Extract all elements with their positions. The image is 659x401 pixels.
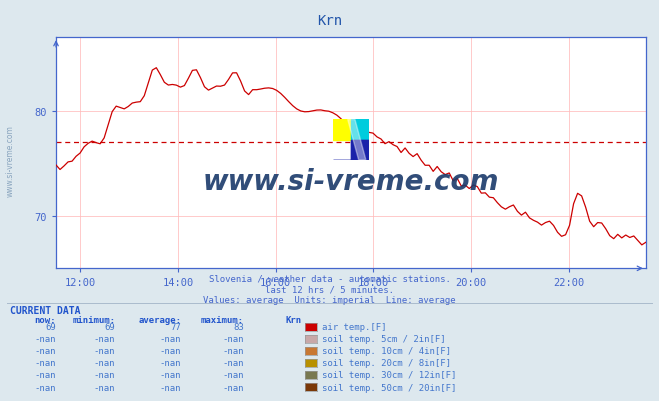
Text: -nan: -nan <box>159 371 181 379</box>
Text: soil temp. 10cm / 4in[F]: soil temp. 10cm / 4in[F] <box>322 346 451 355</box>
Text: -nan: -nan <box>159 383 181 391</box>
Text: -nan: -nan <box>222 358 244 367</box>
Text: -nan: -nan <box>159 346 181 355</box>
Text: -nan: -nan <box>222 346 244 355</box>
Polygon shape <box>348 120 366 160</box>
Text: -nan: -nan <box>34 383 56 391</box>
Text: now:: now: <box>34 315 56 324</box>
Text: -nan: -nan <box>34 334 56 343</box>
Text: -nan: -nan <box>94 346 115 355</box>
Text: -nan: -nan <box>94 371 115 379</box>
Text: soil temp. 30cm / 12in[F]: soil temp. 30cm / 12in[F] <box>322 371 457 379</box>
Text: 83: 83 <box>233 322 244 331</box>
Text: 69: 69 <box>105 322 115 331</box>
Text: Krn: Krn <box>317 14 342 28</box>
Polygon shape <box>333 120 351 140</box>
Text: CURRENT DATA: CURRENT DATA <box>10 306 80 316</box>
Text: soil temp. 50cm / 20in[F]: soil temp. 50cm / 20in[F] <box>322 383 457 391</box>
Text: www.si-vreme.com: www.si-vreme.com <box>203 167 499 195</box>
Text: -nan: -nan <box>34 358 56 367</box>
Text: last 12 hrs / 5 minutes.: last 12 hrs / 5 minutes. <box>265 285 394 294</box>
Text: 69: 69 <box>45 322 56 331</box>
Polygon shape <box>351 140 370 160</box>
Polygon shape <box>333 140 370 160</box>
Text: Slovenia / weather data - automatic stations.: Slovenia / weather data - automatic stat… <box>208 274 451 283</box>
Text: -nan: -nan <box>159 334 181 343</box>
Text: minimum:: minimum: <box>72 315 115 324</box>
Text: -nan: -nan <box>94 358 115 367</box>
Text: -nan: -nan <box>34 371 56 379</box>
Text: air temp.[F]: air temp.[F] <box>322 322 387 331</box>
Text: soil temp. 20cm / 8in[F]: soil temp. 20cm / 8in[F] <box>322 358 451 367</box>
Text: Values: average  Units: imperial  Line: average: Values: average Units: imperial Line: av… <box>203 295 456 304</box>
Text: Krn: Krn <box>286 315 302 324</box>
Text: -nan: -nan <box>222 334 244 343</box>
Text: -nan: -nan <box>222 383 244 391</box>
Polygon shape <box>351 120 370 140</box>
Text: soil temp. 5cm / 2in[F]: soil temp. 5cm / 2in[F] <box>322 334 446 343</box>
Text: -nan: -nan <box>222 371 244 379</box>
Text: www.si-vreme.com: www.si-vreme.com <box>5 125 14 196</box>
Text: 77: 77 <box>171 322 181 331</box>
Text: -nan: -nan <box>94 383 115 391</box>
Text: maximum:: maximum: <box>201 315 244 324</box>
Text: -nan: -nan <box>94 334 115 343</box>
Text: average:: average: <box>138 315 181 324</box>
Text: -nan: -nan <box>159 358 181 367</box>
Text: -nan: -nan <box>34 346 56 355</box>
